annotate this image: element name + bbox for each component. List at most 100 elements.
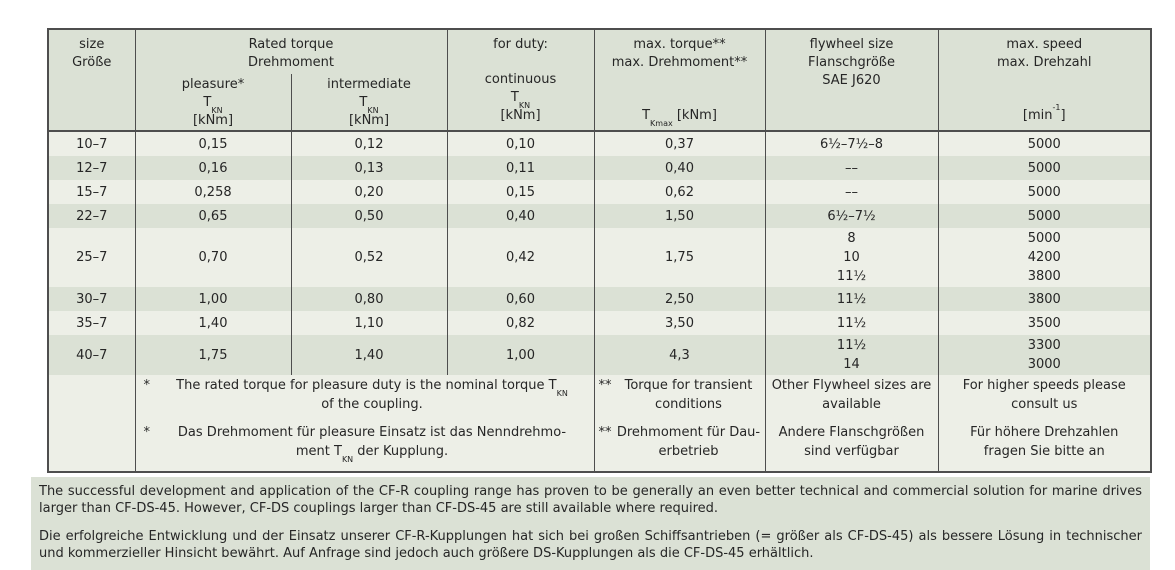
cell-continuous-torque: 0,15	[446, 180, 594, 204]
footnote-marker: *	[143, 425, 151, 440]
cell-max-speed: 5000	[937, 204, 1151, 228]
cell-continuous-torque: 0,40	[446, 204, 594, 228]
footnote-speed-de: Für höhere Drehzahlen fragen Sie bitte an	[970, 425, 1119, 459]
cell-pleasure-torque: 1,00	[134, 287, 291, 311]
footnote-flywheel: Other Flywheel sizes are available Andere…	[764, 375, 938, 472]
table-row: 10–7 0,15 0,12 0,10 0,37 6½–7½–8 5000	[47, 131, 1151, 156]
cell-max-speed: 5000	[937, 156, 1151, 180]
header-max-torque-label: max. torque** max. Drehmoment**	[611, 37, 748, 70]
coupling-spec-table: size Größe Rated torque Drehmoment pleasur…	[47, 28, 1152, 473]
table-row: 30–7 1,00 0,80 0,60 2,50 11½ 3800	[47, 287, 1151, 311]
cell-intermediate-torque: 0,20	[290, 180, 447, 204]
footnote-text: Drehmoment für Dau-erbetrieb	[616, 425, 761, 459]
header-for-duty-label: for duty:	[493, 37, 548, 52]
cell-pleasure-torque: 1,40	[134, 311, 291, 335]
cell-size: 30–7	[47, 287, 135, 311]
cell-flywheel-size: ––	[764, 180, 938, 204]
cell-continuous-torque: 0,60	[446, 287, 594, 311]
cell-max-torque: 3,50	[593, 311, 765, 335]
header-rated-torque-group: Rated torque Drehmoment pleasure* TKN [kNm]…	[134, 29, 447, 132]
header-flywheel-label: flywheel size Flanschgröße SAE J620	[808, 37, 895, 88]
footnote-speed: For higher speeds please consult us Für h…	[937, 375, 1151, 472]
footnote-marker: *	[143, 378, 151, 393]
table-row: 40–7 1,75 1,40 1,00 4,3 11½ 14 3300 3000	[47, 335, 1151, 375]
note-paragraph-en: The successful development and applicati…	[39, 484, 1142, 516]
header-intermediate-label: intermediate TKN [kNm]	[327, 77, 411, 128]
cell-pleasure-torque: 0,258	[134, 180, 291, 204]
footnote-speed-en: For higher speeds please consult us	[962, 378, 1126, 412]
table-row: 15–7 0,258 0,20 0,15 0,62 –– 5000	[47, 180, 1151, 204]
cell-intermediate-torque: 0,50	[290, 204, 447, 228]
footnote-marker: **	[598, 425, 612, 440]
header-flywheel: flywheel size Flanschgröße SAE J620	[764, 29, 938, 132]
cell-intermediate-torque: 1,40	[290, 335, 447, 375]
footnote-rated-en: * The rated torque for pleasure duty is …	[144, 376, 588, 414]
cell-size: 10–7	[47, 131, 135, 156]
cell-max-torque: 2,50	[593, 287, 765, 311]
footnote-max-torque: ** Torque for transient conditions ** Dre…	[593, 375, 765, 472]
cell-size: 35–7	[47, 311, 135, 335]
cell-flywheel-size: 6½–7½	[764, 204, 938, 228]
cell-continuous-torque: 0,10	[446, 131, 594, 156]
cell-flywheel-size: ––	[764, 156, 938, 180]
cell-flywheel-size: 11½ 14	[764, 335, 938, 375]
cell-max-speed: 3500	[937, 311, 1151, 335]
cell-pleasure-torque: 0,15	[134, 131, 291, 156]
header-pleasure-label: pleasure* TKN [kNm]	[181, 77, 245, 128]
footnote-text: Das Drehmoment für pleasure Einsatz ist …	[177, 425, 567, 464]
table-row: 35–7 1,40 1,10 0,82 3,50 11½ 3500	[47, 311, 1151, 335]
footnote-text: The rated torque for pleasure duty is th…	[176, 378, 568, 412]
cell-max-torque: 0,62	[593, 180, 765, 204]
header-max-speed: max. speed max. Drehzahl [min-1]	[937, 29, 1151, 132]
cell-size: 12–7	[47, 156, 135, 180]
note-paragraph-de: Die erfolgreiche Entwicklung und der Ein…	[39, 529, 1142, 561]
header-max-torque-unit: TKmax [kNm]	[642, 108, 717, 128]
cell-intermediate-torque: 0,52	[290, 228, 447, 287]
header-rated-torque-subcolumns: pleasure* TKN [kNm] intermediate TKN [kNm]	[136, 74, 447, 130]
cell-pleasure-torque: 1,75	[134, 335, 291, 375]
footnote-rated-torque: * The rated torque for pleasure duty is …	[134, 375, 594, 472]
cell-intermediate-torque: 0,80	[290, 287, 447, 311]
note-block: The successful development and applicati…	[31, 477, 1150, 570]
cell-flywheel-size: 6½–7½–8	[764, 131, 938, 156]
cell-max-torque: 1,75	[593, 228, 765, 287]
cell-max-speed: 5000 4200 3800	[937, 228, 1151, 287]
footnote-rated-de: * Das Drehmoment für pleasure Einsatz is…	[143, 423, 588, 464]
header-size-label: size Größe	[72, 37, 112, 70]
cell-max-speed: 3800	[937, 287, 1151, 311]
footnote-flywheel-en: Other Flywheel sizes are available	[771, 378, 932, 412]
table-header: size Größe Rated torque Drehmoment pleasur…	[47, 29, 1151, 132]
cell-max-torque: 0,40	[593, 156, 765, 180]
footnote-max-torque-de: ** Drehmoment für Dau-erbetrieb	[599, 423, 761, 461]
cell-size: 25–7	[47, 228, 135, 287]
cell-continuous-torque: 0,82	[446, 311, 594, 335]
cell-max-speed: 5000	[937, 131, 1151, 156]
header-max-speed-unit: [min-1]	[1022, 102, 1066, 123]
table-row: 12–7 0,16 0,13 0,11 0,40 –– 5000	[47, 156, 1151, 180]
header-continuous-label: continuous TKN [kNm]	[484, 72, 557, 123]
cell-pleasure-torque: 0,65	[134, 204, 291, 228]
footnote-text: Torque for transient conditions	[624, 378, 753, 412]
cell-flywheel-size: 11½	[764, 311, 938, 335]
footnote-size-empty	[47, 375, 135, 472]
cell-size: 40–7	[47, 335, 135, 375]
cell-pleasure-torque: 0,70	[134, 228, 291, 287]
cell-intermediate-torque: 0,12	[290, 131, 447, 156]
cell-flywheel-size: 8 10 11½	[764, 228, 938, 287]
cell-max-torque: 4,3	[593, 335, 765, 375]
cell-intermediate-torque: 0,13	[290, 156, 447, 180]
table-row: 22–7 0,65 0,50 0,40 1,50 6½–7½ 5000	[47, 204, 1151, 228]
cell-max-torque: 0,37	[593, 131, 765, 156]
footnote-row: * The rated torque for pleasure duty is …	[47, 375, 1151, 472]
cell-intermediate-torque: 1,10	[290, 311, 447, 335]
header-size: size Größe	[47, 29, 135, 132]
cell-continuous-torque: 1,00	[446, 335, 594, 375]
cell-max-torque: 1,50	[593, 204, 765, 228]
footnote-flywheel-de: Andere Flanschgrößen sind verfügbar	[778, 425, 925, 459]
cell-size: 22–7	[47, 204, 135, 228]
table-footnotes: * The rated torque for pleasure duty is …	[47, 375, 1151, 472]
cell-max-speed: 5000	[937, 180, 1151, 204]
footnote-max-torque-en: ** Torque for transient conditions	[599, 376, 761, 414]
footnote-marker: **	[598, 378, 612, 393]
